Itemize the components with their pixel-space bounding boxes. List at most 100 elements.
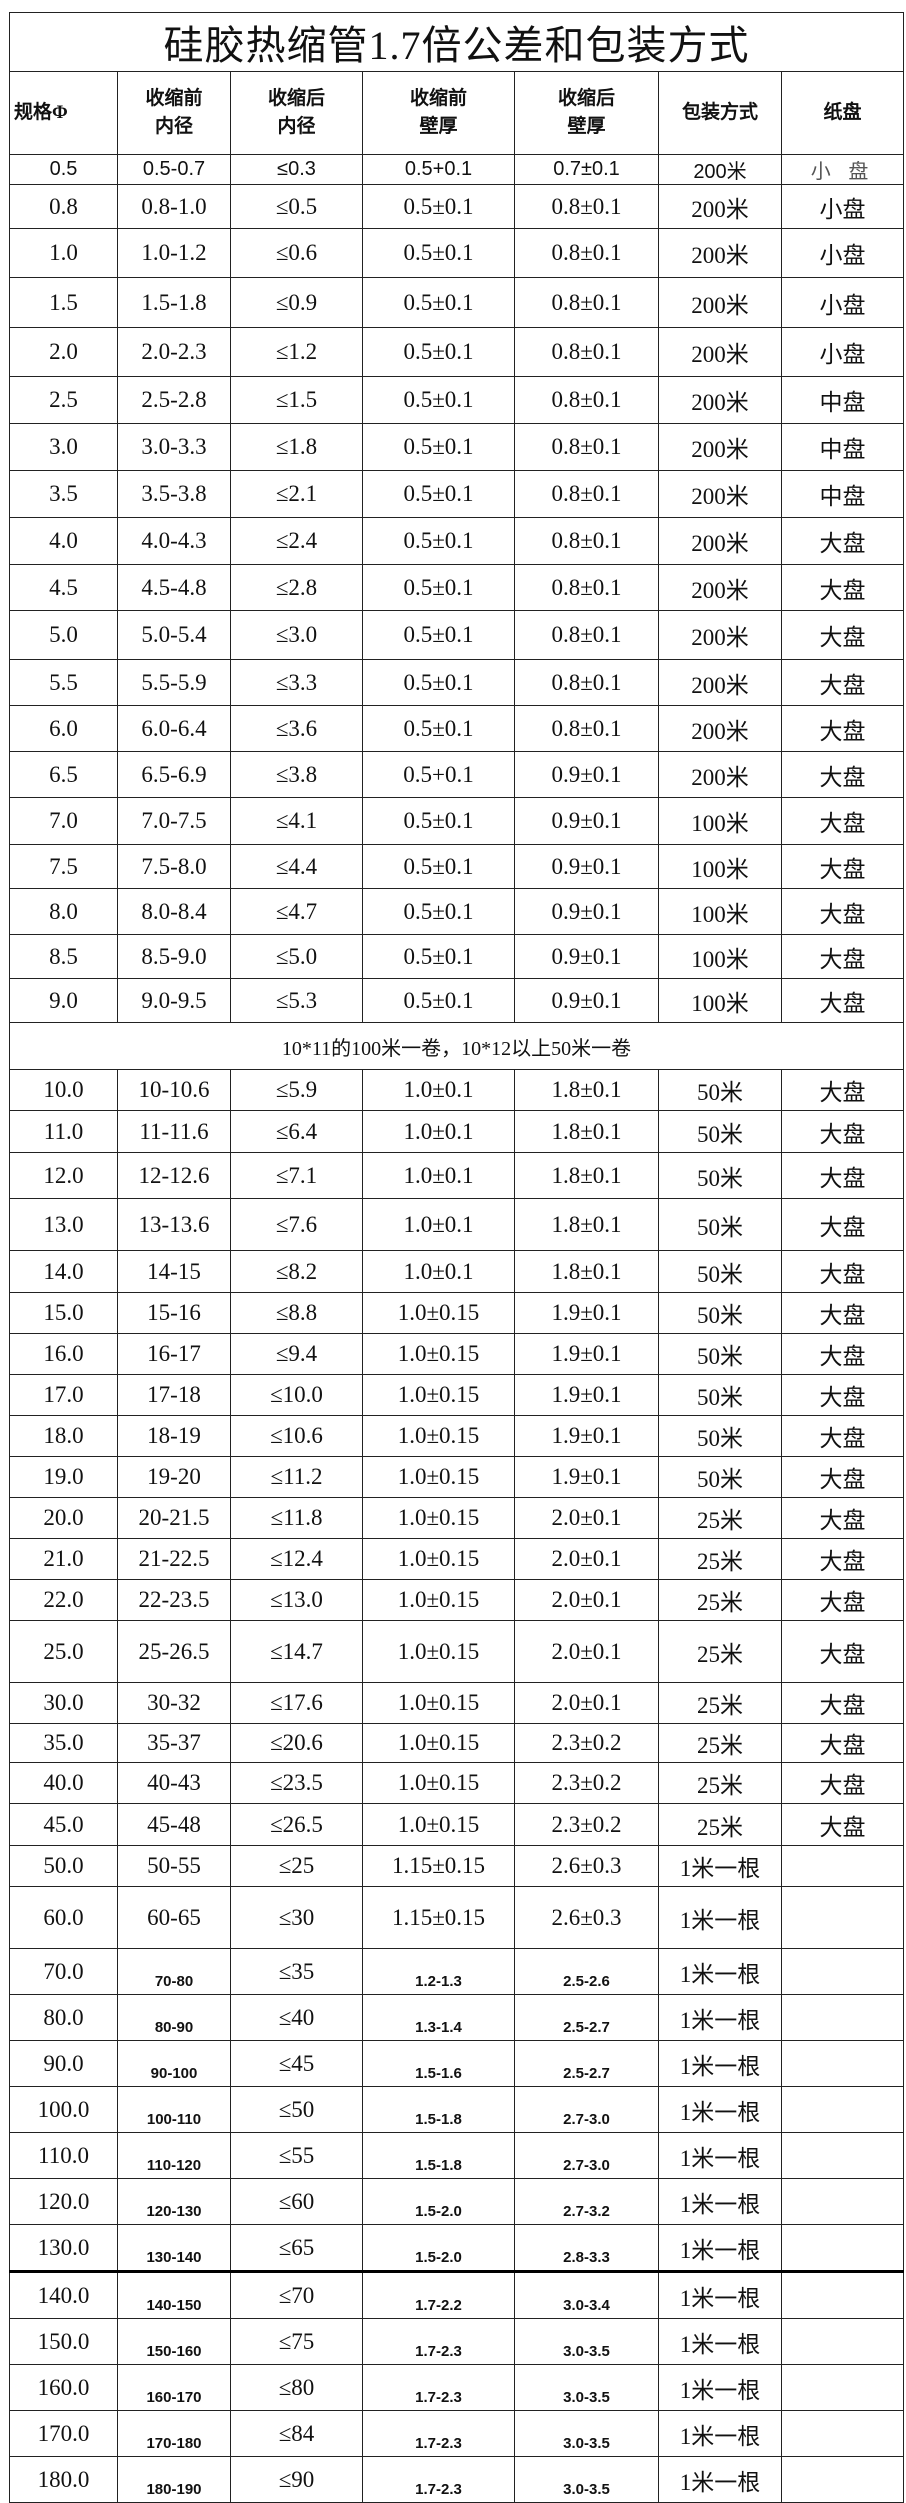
cell-reel — [780, 2178, 905, 2225]
cell-wall-before: 1.7-2.3 — [362, 2364, 515, 2411]
cell-reel — [780, 2132, 905, 2179]
cell-inner-before: 13-13.6 — [117, 1198, 231, 1251]
cell-wall-before: 0.5±0.1 — [362, 277, 515, 328]
header-wall-before: 收缩前 壁厚 — [362, 71, 515, 155]
cell-packaging: 1米一根 — [658, 1994, 782, 2041]
cell-packaging: 200米 — [658, 228, 782, 278]
cell-inner-after: ≤9.4 — [230, 1333, 363, 1375]
cell-inner-before: 0.8-1.0 — [117, 184, 231, 229]
cell-wall-after: 2.3±0.2 — [514, 1762, 659, 1804]
cell-spec: 6.0 — [9, 705, 118, 752]
cell-wall-after: 2.5-2.6 — [514, 1948, 659, 1995]
cell-spec: 100.0 — [9, 2086, 118, 2133]
cell-wall-before: 1.0±0.15 — [362, 1538, 515, 1580]
cell-wall-after: 1.8±0.1 — [514, 1110, 659, 1153]
cell-spec: 1.5 — [9, 277, 118, 328]
cell-spec: 0.5 — [9, 154, 118, 185]
cell-packaging: 1米一根 — [658, 1948, 782, 1995]
cell-wall-after: 2.6±0.3 — [514, 1845, 659, 1887]
cell-wall-before: 0.5±0.1 — [362, 888, 515, 935]
cell-spec: 4.0 — [9, 517, 118, 565]
cell-inner-after: ≤2.1 — [230, 470, 363, 518]
cell-spec: 35.0 — [9, 1723, 118, 1763]
cell-inner-before: 8.0-8.4 — [117, 888, 231, 935]
cell-wall-after: 0.8±0.1 — [514, 659, 659, 706]
table-row: 17.0 17-18 ≤10.0 1.0±0.15 1.9±0.1 50米 大盘 — [9, 1374, 905, 1416]
table-row: 60.0 60-65 ≤30 1.15±0.15 2.6±0.3 1米一根 — [9, 1886, 905, 1949]
cell-wall-before: 1.0±0.15 — [362, 1497, 515, 1539]
table-title: 硅胶热缩管1.7倍公差和包装方式 — [8, 12, 905, 72]
cell-inner-after: ≤35 — [230, 1948, 363, 1995]
cell-inner-after: ≤17.6 — [230, 1682, 363, 1724]
cell-wall-after: 2.0±0.1 — [514, 1497, 659, 1539]
cell-inner-before: 18-19 — [117, 1415, 231, 1457]
cell-wall-after: 0.8±0.1 — [514, 517, 659, 565]
cell-inner-after: ≤8.2 — [230, 1250, 363, 1293]
cell-wall-before: 1.5-1.8 — [362, 2132, 515, 2179]
cell-inner-before: 40-43 — [117, 1762, 231, 1804]
cell-wall-after: 2.5-2.7 — [514, 2040, 659, 2087]
cell-inner-after: ≤2.8 — [230, 564, 363, 611]
cell-packaging: 200米 — [658, 423, 782, 471]
cell-inner-before: 6.5-6.9 — [117, 751, 231, 798]
header-line: 内径 — [277, 116, 316, 137]
cell-packaging: 100米 — [658, 888, 782, 935]
cell-wall-before: 1.0±0.1 — [362, 1110, 515, 1153]
cell-inner-before: 35-37 — [117, 1723, 231, 1763]
cell-packaging: 50米 — [658, 1250, 782, 1293]
cell-packaging: 1米一根 — [658, 2086, 782, 2133]
cell-reel: 大盘 — [780, 978, 905, 1023]
cell-spec: 160.0 — [9, 2364, 118, 2411]
cell-packaging: 1米一根 — [658, 2040, 782, 2087]
cell-wall-after: 1.8±0.1 — [514, 1250, 659, 1293]
cell-reel — [780, 2456, 905, 2503]
cell-spec: 12.0 — [9, 1152, 118, 1199]
cell-spec: 11.0 — [9, 1110, 118, 1153]
header-line: 内径 — [154, 116, 193, 137]
cell-wall-after: 2.0±0.1 — [514, 1682, 659, 1724]
cell-wall-before: 0.5±0.1 — [362, 705, 515, 752]
cell-inner-before: 22-23.5 — [117, 1579, 231, 1621]
cell-reel: 大盘 — [780, 1292, 905, 1334]
cell-spec: 90.0 — [9, 2040, 118, 2087]
cell-inner-after: ≤50 — [230, 2086, 363, 2133]
table-row: 30.0 30-32 ≤17.6 1.0±0.15 2.0±0.1 25米 大盘 — [9, 1682, 905, 1724]
cell-spec: 40.0 — [9, 1762, 118, 1804]
cell-wall-after: 1.9±0.1 — [514, 1292, 659, 1334]
cell-inner-after: ≤0.6 — [230, 228, 363, 278]
table-row: 8.0 8.0-8.4 ≤4.7 0.5±0.1 0.9±0.1 100米 大盘 — [9, 888, 905, 935]
header-line: 壁厚 — [419, 116, 458, 137]
spec-table: 硅胶热缩管1.7倍公差和包装方式 规格Φ 收缩前 内径 收缩后 内径 收缩前 壁厚 收… — [8, 12, 905, 2503]
cell-wall-after: 2.3±0.2 — [514, 1803, 659, 1846]
cell-spec: 8.0 — [9, 888, 118, 935]
cell-reel: 中盘 — [780, 376, 905, 424]
table-row: 1.0 1.0-1.2 ≤0.6 0.5±0.1 0.8±0.1 200米 小盘 — [9, 228, 905, 278]
cell-inner-after: ≤0.5 — [230, 184, 363, 229]
cell-wall-before: 0.5±0.1 — [362, 470, 515, 518]
cell-wall-before: 0.5±0.1 — [362, 844, 515, 889]
cell-spec: 180.0 — [9, 2456, 118, 2503]
cell-spec: 30.0 — [9, 1682, 118, 1724]
cell-wall-after: 2.6±0.3 — [514, 1886, 659, 1949]
header-inner-before: 收缩前 内径 — [117, 71, 231, 155]
table-row: 70.0 70-80 ≤35 1.2-1.3 2.5-2.6 1米一根 — [9, 1948, 905, 1995]
cell-packaging: 50米 — [658, 1110, 782, 1153]
cell-inner-after: ≤10.6 — [230, 1415, 363, 1457]
cell-inner-after: ≤4.4 — [230, 844, 363, 889]
header-inner-after: 收缩后 内径 — [230, 71, 363, 155]
cell-inner-after: ≤1.5 — [230, 376, 363, 424]
cell-inner-before: 30-32 — [117, 1682, 231, 1724]
cell-wall-after: 0.8±0.1 — [514, 376, 659, 424]
cell-wall-after: 0.9±0.1 — [514, 797, 659, 845]
cell-inner-before: 120-130 — [117, 2178, 231, 2225]
cell-wall-before: 1.0±0.15 — [362, 1292, 515, 1334]
cell-inner-before: 2.0-2.3 — [117, 327, 231, 377]
cell-inner-before: 4.0-4.3 — [117, 517, 231, 565]
cell-reel — [780, 2086, 905, 2133]
cell-inner-after: ≤1.8 — [230, 423, 363, 471]
cell-spec: 13.0 — [9, 1198, 118, 1251]
cell-inner-before: 100-110 — [117, 2086, 231, 2133]
cell-packaging: 25米 — [658, 1723, 782, 1763]
header-line: 收缩前 — [409, 87, 467, 109]
cell-wall-after: 3.0-3.5 — [514, 2318, 659, 2365]
